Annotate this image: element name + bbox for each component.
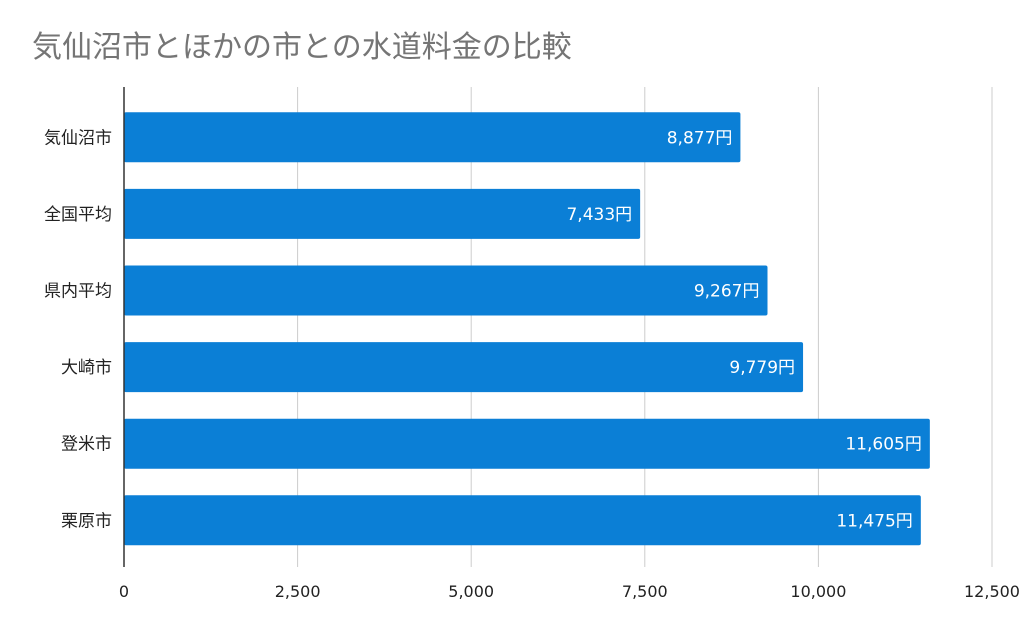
- category-label: 登米市: [61, 435, 112, 455]
- bar-data-label: 11,605円: [845, 435, 921, 455]
- x-tick-label: 7,500: [622, 582, 668, 601]
- x-tick-label: 10,000: [790, 582, 846, 601]
- bar: [124, 342, 804, 393]
- category-label: 全国平均: [44, 205, 112, 225]
- category-label: 県内平均: [44, 282, 112, 302]
- gridlines: [297, 87, 993, 567]
- x-tick-label: 2,500: [275, 582, 321, 601]
- bar: [124, 265, 768, 316]
- bar-data-label: 8,877円: [667, 128, 733, 148]
- category-label: 気仙沼市: [44, 128, 112, 148]
- category-label: 大崎市: [61, 358, 112, 378]
- x-tick-label: 0: [119, 582, 129, 601]
- bar-data-label: 11,475円: [836, 511, 912, 531]
- chart-title: 気仙沼市とほかの市との水道料金の比較: [32, 30, 572, 65]
- bar: [124, 188, 641, 239]
- bars: 8,877円 7,433円 9,267円 9,779円 11,605円 11,475円: [124, 112, 930, 546]
- bar: [124, 418, 930, 469]
- bar-data-label: 9,267円: [694, 282, 760, 302]
- bar-data-label: 9,779円: [729, 358, 795, 378]
- bar: [124, 112, 741, 163]
- category-label: 栗原市: [61, 511, 112, 531]
- bar: [124, 495, 921, 546]
- x-axis-tick-labels: 0 2,500 5,000 7,500 10,000 12,500: [119, 582, 1020, 601]
- x-tick-label: 12,500: [964, 582, 1020, 601]
- x-tick-label: 5,000: [448, 582, 494, 601]
- bar-data-label: 7,433円: [566, 205, 632, 225]
